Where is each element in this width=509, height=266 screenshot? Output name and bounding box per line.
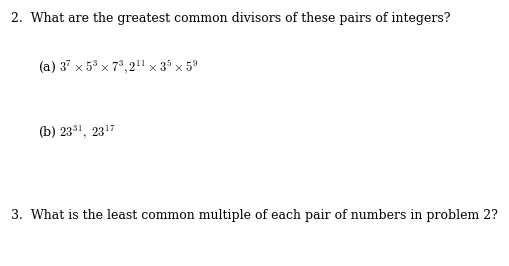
Text: 3.  What is the least common multiple of each pair of numbers in problem 2?: 3. What is the least common multiple of … [11,209,497,222]
Text: (a) $3^7 \times 5^3 \times 7^3, 2^{11} \times 3^5 \times 5^9$: (a) $3^7 \times 5^3 \times 7^3, 2^{11} \… [38,59,198,77]
Text: (b) $23^{31},\ 23^{17}$: (b) $23^{31},\ 23^{17}$ [38,124,116,141]
Text: 2.  What are the greatest common divisors of these pairs of integers?: 2. What are the greatest common divisors… [11,12,450,25]
